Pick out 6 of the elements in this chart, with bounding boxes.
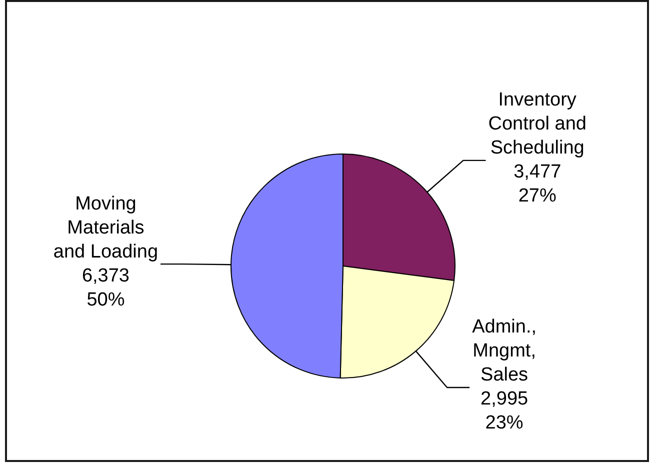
data-label: 3,477 27% (514, 162, 562, 207)
slice-label: Moving Materials and Loading (53, 193, 158, 262)
data-label: 2,995 23% (480, 388, 528, 434)
data-label: 6,373 50% (82, 265, 130, 310)
slice-label: Inventory Control and Scheduling (488, 90, 586, 159)
slice-label: Admin., Mngmt, Sales (472, 316, 537, 386)
